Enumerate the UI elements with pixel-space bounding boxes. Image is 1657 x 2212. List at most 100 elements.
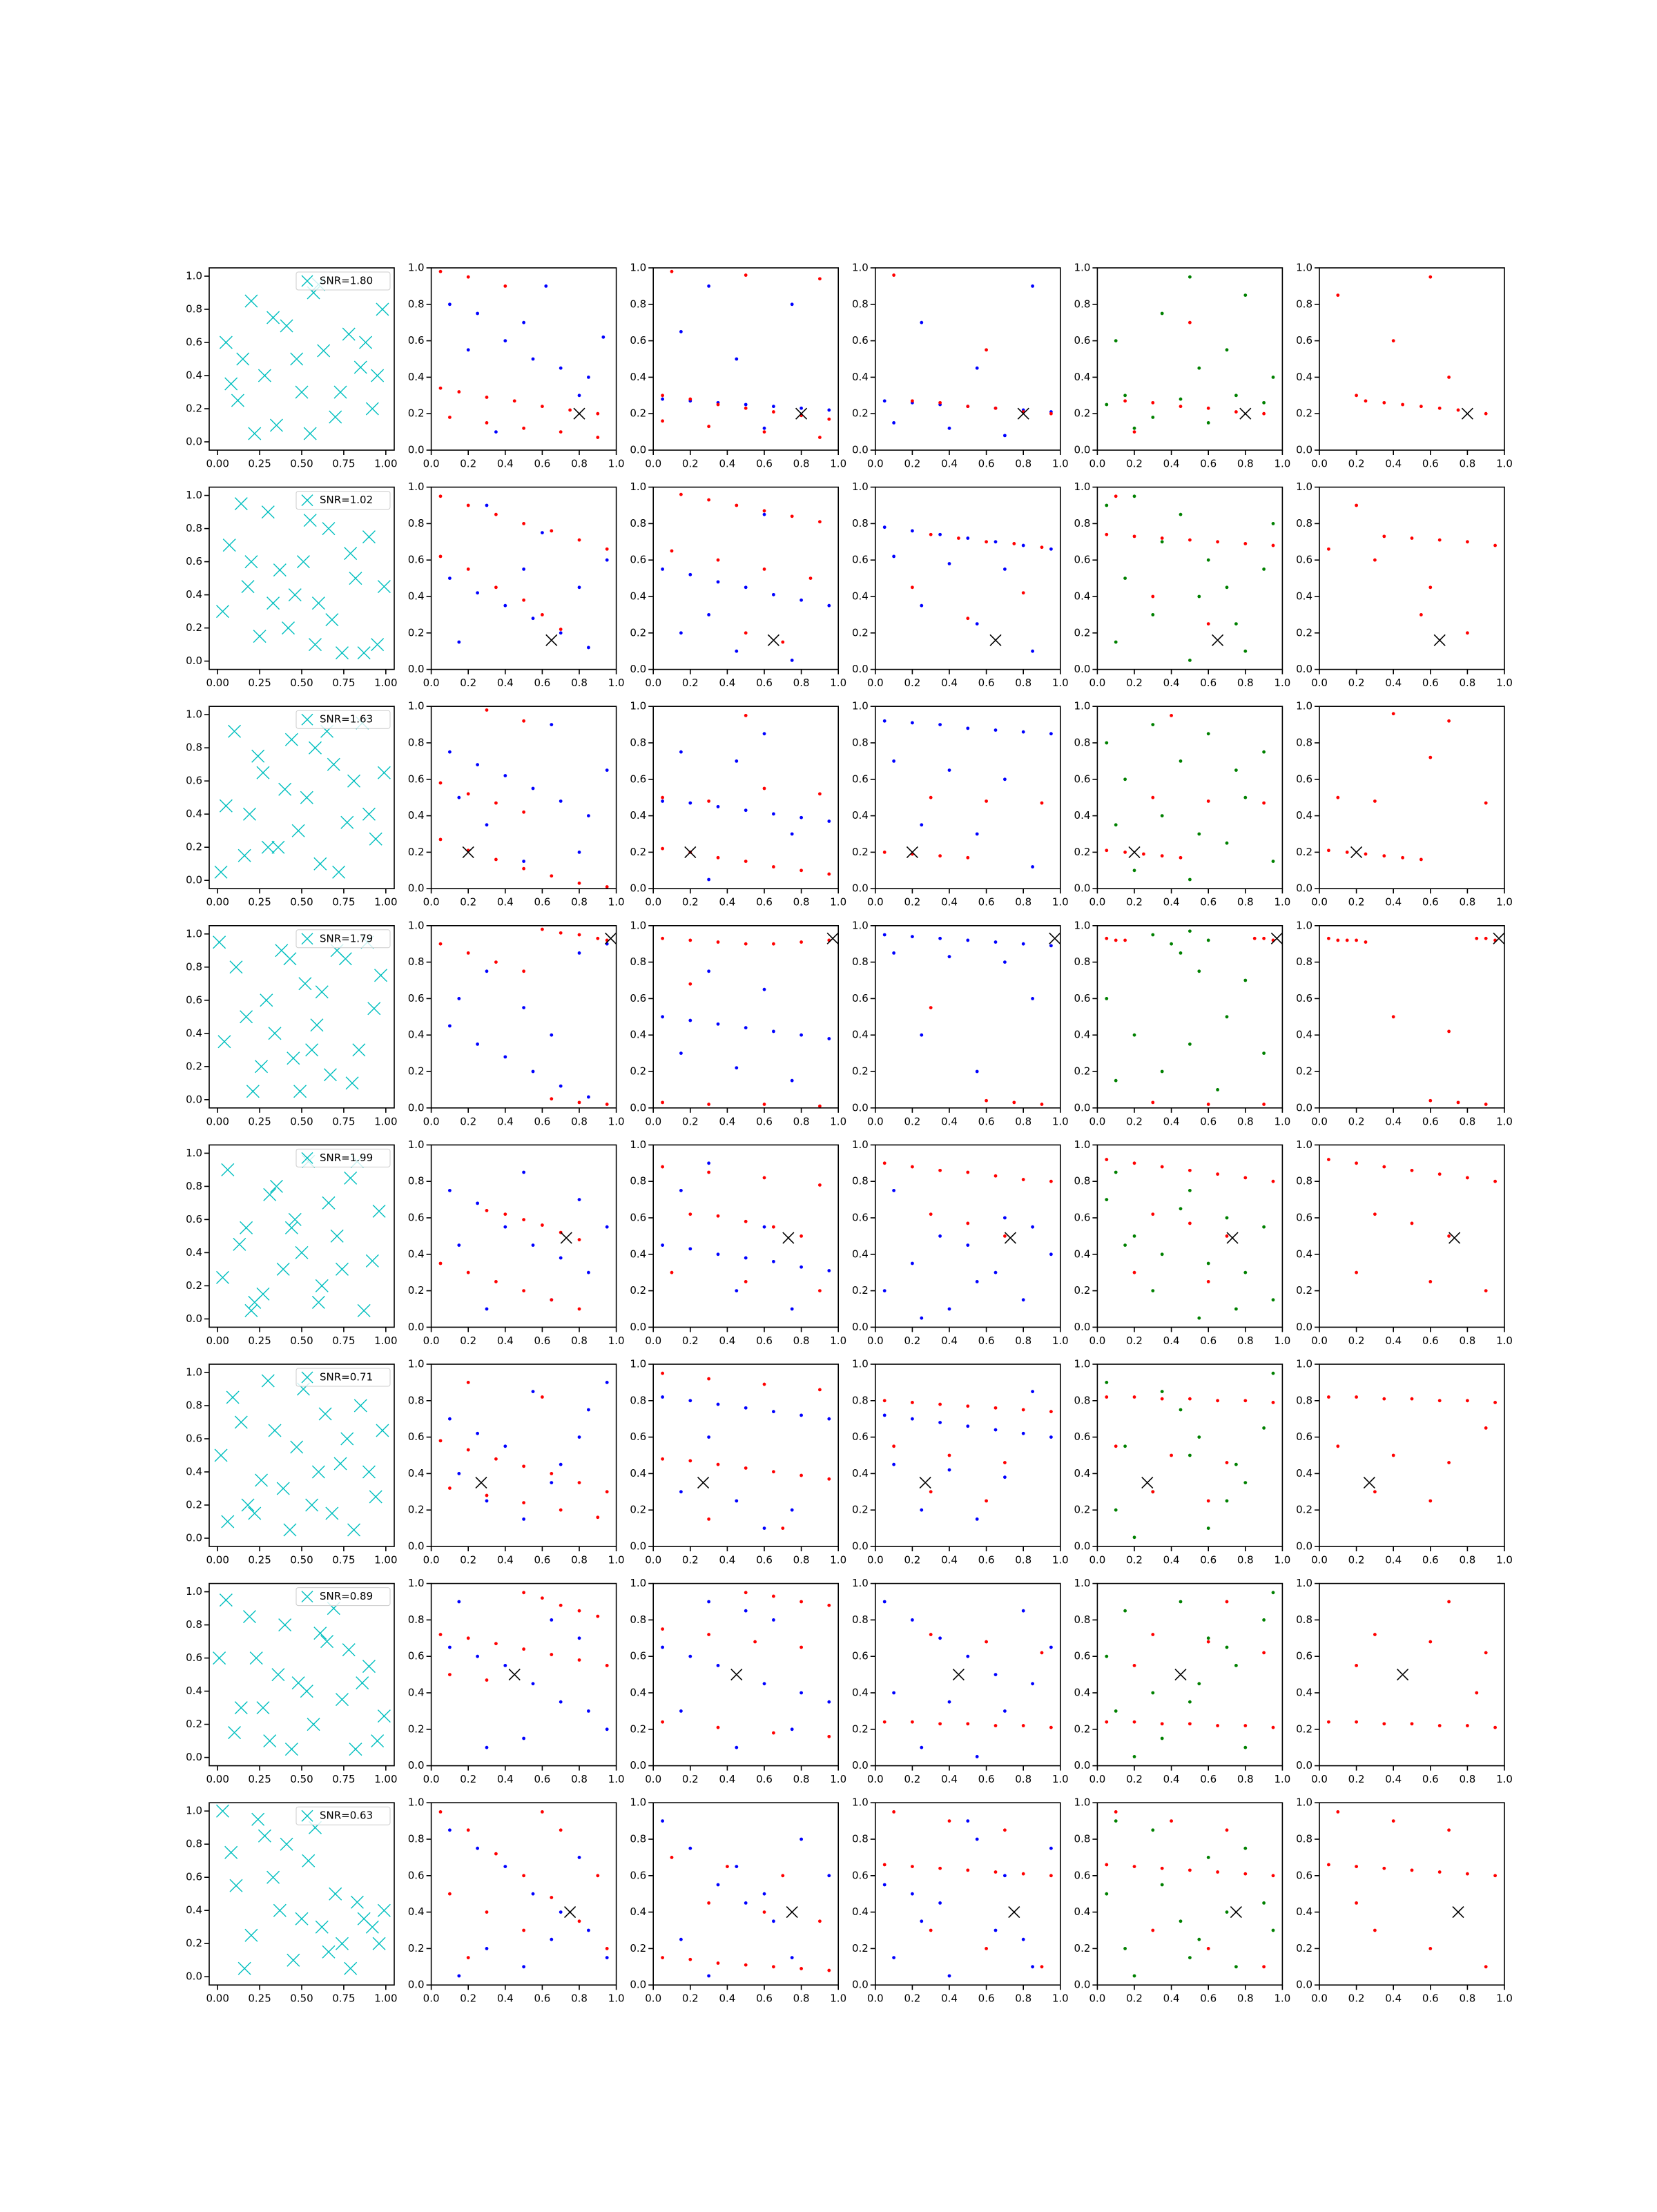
x-tick-label: 0.8 bbox=[1459, 896, 1475, 909]
point bbox=[466, 348, 470, 352]
panel: 0.0 0.2 0.4 0.6 0.8 1.00.00.20.40.60.81.0 bbox=[1296, 1577, 1513, 1785]
point bbox=[1179, 1919, 1183, 1923]
point bbox=[1466, 631, 1469, 635]
y-tick-label: 0.8 bbox=[852, 1613, 869, 1626]
point bbox=[772, 1259, 775, 1263]
y-tick-label: 1.0 bbox=[408, 700, 425, 712]
point bbox=[975, 366, 979, 370]
point bbox=[966, 1654, 970, 1658]
point bbox=[1049, 1252, 1053, 1257]
x-tick-label: 1.00 bbox=[374, 458, 397, 470]
point bbox=[892, 421, 895, 425]
y-tick-label: 0.8 bbox=[852, 737, 869, 749]
axes-frame bbox=[1319, 925, 1505, 1109]
x-tick-label: 1.0 bbox=[608, 1773, 625, 1785]
point bbox=[818, 1388, 822, 1392]
point bbox=[1382, 400, 1386, 405]
cross-marker bbox=[280, 1837, 293, 1851]
point bbox=[541, 1810, 544, 1814]
points bbox=[215, 1804, 391, 1975]
y-tick-label: 0.4 bbox=[186, 588, 202, 601]
cross-marker bbox=[298, 977, 312, 991]
point bbox=[762, 987, 766, 991]
x-tick-label: 0.6 bbox=[1422, 1554, 1439, 1566]
point bbox=[1105, 532, 1109, 536]
x-tick-label: 0.25 bbox=[248, 1115, 271, 1127]
panel: 0.0 0.2 0.4 0.6 0.8 1.00.00.20.40.60.81.0 bbox=[852, 481, 1069, 689]
x-tick-label: 0.4 bbox=[719, 1335, 735, 1347]
y-tick-label: 0.8 bbox=[186, 1618, 202, 1631]
x-tick-label: 1.0 bbox=[830, 1773, 846, 1785]
y-tick-label: 0.0 bbox=[852, 663, 869, 675]
panel: 0.00 0.25 0.50 0.75 1.000.00.20.40.60.81.0 SN… bbox=[186, 1802, 398, 2005]
point bbox=[818, 792, 822, 796]
point bbox=[1262, 411, 1266, 416]
y-tick-label: 0.4 bbox=[852, 590, 869, 603]
cross-marker bbox=[278, 782, 292, 796]
y-tick-label: 1.0 bbox=[1296, 1138, 1312, 1151]
point bbox=[744, 808, 748, 813]
point bbox=[679, 330, 683, 333]
y-tick-label: 0.6 bbox=[1296, 554, 1312, 566]
point bbox=[577, 394, 581, 398]
point bbox=[827, 1700, 831, 1704]
x-tick-label: 1.00 bbox=[374, 1335, 397, 1347]
y-tick-label: 1.0 bbox=[408, 262, 425, 274]
x-tick-label: 0.8 bbox=[793, 458, 810, 470]
x-tick-label: 0.0 bbox=[1311, 1554, 1328, 1566]
point bbox=[882, 851, 886, 854]
point bbox=[1188, 1221, 1192, 1225]
point bbox=[1206, 1640, 1210, 1644]
y-tick-label: 0.0 bbox=[630, 1540, 646, 1553]
cross-marker bbox=[282, 621, 295, 635]
point bbox=[1003, 434, 1007, 438]
point bbox=[1031, 865, 1034, 869]
point bbox=[716, 855, 720, 860]
y-tick-label: 1.0 bbox=[852, 262, 869, 274]
point bbox=[1382, 854, 1386, 858]
cross-marker bbox=[244, 294, 258, 308]
point bbox=[818, 277, 822, 281]
cross-marker bbox=[222, 539, 236, 552]
y-tick-label: 0.0 bbox=[408, 1759, 425, 1772]
target-marker bbox=[1004, 1232, 1017, 1244]
y-tick-label: 0.6 bbox=[186, 1871, 202, 1883]
point bbox=[1188, 877, 1192, 882]
point bbox=[911, 529, 914, 533]
point bbox=[882, 1863, 886, 1867]
point bbox=[559, 366, 563, 370]
x-tick-label: 0.8 bbox=[793, 1554, 810, 1566]
point bbox=[1031, 649, 1034, 653]
point bbox=[707, 877, 710, 882]
y-tick-label: 0.8 bbox=[852, 955, 869, 968]
point bbox=[1049, 1874, 1053, 1878]
cross-marker bbox=[255, 1473, 269, 1487]
y-tick-label: 0.4 bbox=[852, 1905, 869, 1918]
y-tick-label: 0.8 bbox=[1296, 517, 1312, 530]
point bbox=[800, 1033, 803, 1037]
point bbox=[1114, 494, 1118, 498]
x-tick-label: 1.0 bbox=[1496, 1554, 1513, 1566]
x-tick-label: 0.6 bbox=[756, 1335, 773, 1347]
y-tick-label: 0.4 bbox=[1296, 371, 1312, 383]
point bbox=[1336, 795, 1340, 799]
point bbox=[577, 1435, 581, 1439]
point bbox=[1179, 951, 1183, 955]
cross-marker bbox=[260, 993, 273, 1007]
point bbox=[438, 1810, 443, 1814]
point bbox=[1132, 1720, 1136, 1724]
y-tick-label: 1.0 bbox=[1074, 262, 1091, 274]
point bbox=[966, 938, 970, 942]
target-marker bbox=[1212, 634, 1224, 646]
points bbox=[882, 525, 1053, 653]
y-tick-label: 0.6 bbox=[852, 554, 869, 566]
point bbox=[1243, 649, 1248, 653]
point bbox=[1484, 1103, 1488, 1106]
point bbox=[1271, 1874, 1275, 1878]
point bbox=[577, 1198, 581, 1201]
point bbox=[466, 1381, 470, 1384]
point bbox=[1373, 1928, 1377, 1932]
points bbox=[438, 494, 609, 650]
point bbox=[1188, 1168, 1192, 1172]
point bbox=[762, 509, 766, 513]
